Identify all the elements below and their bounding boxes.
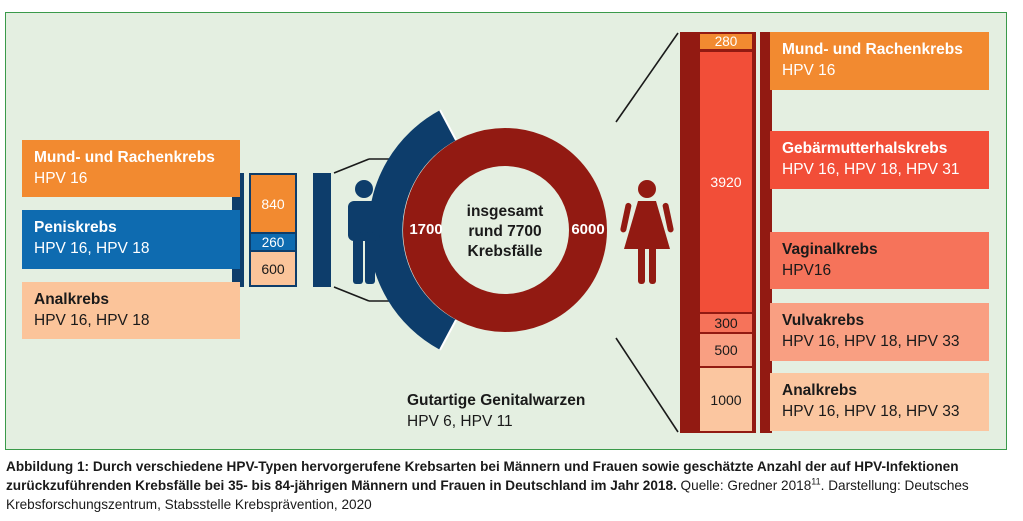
figure-caption: Abbildung 1: Durch verschiedene HPV-Type…	[6, 457, 1018, 514]
women-label-vulva: Vulvakrebs HPV 16, HPV 18, HPV 33	[770, 303, 989, 361]
caption-rest: . Darstellung: Deutsches Krebsforschungs…	[6, 478, 969, 512]
women-count-mouth-throat: 280	[700, 34, 752, 49]
label-types: HPV16	[782, 262, 832, 279]
label-title: Analkrebs	[34, 291, 109, 308]
men-label-mouth-throat: Mund- und Rachenkrebs HPV 16	[22, 140, 240, 197]
caption-bold: Abbildung 1: Durch verschiedene HPV-Type…	[6, 459, 959, 493]
men-connector-top	[333, 158, 370, 174]
men-connector-bottom	[333, 286, 370, 302]
genital-warts-label: Gutartige Genitalwarzen HPV 6, HPV 11	[407, 390, 585, 432]
donut-men-value: 1700	[409, 221, 443, 238]
warts-title: Gutartige Genitalwarzen	[407, 392, 586, 409]
center-line-1: insgesamt	[466, 203, 544, 220]
label-types: HPV 16	[782, 62, 836, 79]
men-count-mouth-throat: 840	[251, 175, 295, 232]
center-line-2: rund 7700	[468, 223, 542, 240]
women-bracket	[760, 32, 772, 433]
label-title: Mund- und Rachenkrebs	[782, 41, 963, 58]
center-line-3: Krebsfälle	[467, 243, 543, 260]
label-types: HPV 16, HPV 18	[34, 240, 150, 257]
donut-center-text: insgesamt rund 7700 Krebsfälle	[450, 202, 560, 262]
women-label-mouth-throat: Mund- und Rachenkrebs HPV 16	[770, 32, 989, 90]
label-title: Vaginalkrebs	[782, 241, 878, 258]
label-title: Vulvakrebs	[782, 312, 865, 329]
donut-divider-top	[439, 109, 457, 141]
donut-men-segment	[368, 110, 456, 350]
woman-icon	[620, 180, 674, 284]
men-label-anal: Analkrebs HPV 16, HPV 18	[22, 282, 240, 339]
warts-types: HPV 6, HPV 11	[407, 413, 513, 430]
women-label-vaginal: Vaginalkrebs HPV16	[770, 232, 989, 289]
men-label-penis: Peniskrebs HPV 16, HPV 18	[22, 210, 240, 269]
women-connector-bottom	[615, 337, 679, 433]
men-count-penis: 260	[251, 234, 295, 250]
women-count-cervical: 3920	[700, 52, 752, 312]
women-count-vaginal: 300	[700, 314, 752, 332]
women-label-cervical: Gebärmutterhalskrebs HPV 16, HPV 18, HPV…	[770, 131, 989, 189]
label-title: Gebärmutterhalskrebs	[782, 140, 948, 157]
label-types: HPV 16, HPV 18, HPV 31	[782, 161, 960, 178]
men-count-anal: 600	[251, 252, 295, 285]
label-types: HPV 16	[34, 170, 88, 187]
label-title: Analkrebs	[782, 382, 857, 399]
label-title: Mund- und Rachenkrebs	[34, 149, 215, 166]
label-types: HPV 16, HPV 18, HPV 33	[782, 403, 960, 420]
women-count-anal: 1000	[700, 368, 752, 431]
women-left-bar	[680, 32, 698, 433]
donut-women-value: 6000	[571, 221, 605, 238]
man-icon	[348, 180, 380, 284]
women-label-anal: Analkrebs HPV 16, HPV 18, HPV 33	[770, 373, 989, 431]
caption-source: Quelle: Gredner 2018	[676, 478, 812, 493]
caption-reference: 11	[811, 476, 821, 487]
women-connector-top	[615, 32, 679, 123]
donut-women-segment	[403, 128, 607, 332]
donut-divider-bottom	[439, 319, 457, 351]
women-count-vulva: 500	[700, 334, 752, 366]
label-types: HPV 16, HPV 18	[34, 312, 150, 329]
label-types: HPV 16, HPV 18, HPV 33	[782, 333, 960, 350]
men-side-bar	[313, 173, 331, 287]
label-title: Peniskrebs	[34, 219, 117, 236]
